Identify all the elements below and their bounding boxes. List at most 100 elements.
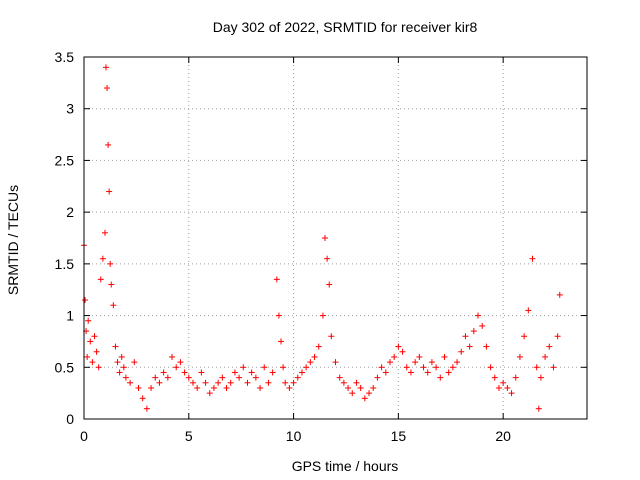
x-tick-label: 20 [495,428,511,444]
data-point [542,353,549,360]
data-point [556,291,563,298]
data-point [516,353,523,360]
x-tick-label: 5 [185,428,193,444]
data-point [261,364,268,371]
data-point [433,364,440,371]
data-point [244,379,251,386]
data-point [554,333,561,340]
data-point [412,359,419,366]
data-point [382,369,389,376]
data-point [278,338,285,345]
y-tick-label: 3 [66,101,74,117]
data-point [106,188,113,195]
data-point [148,384,155,391]
data-point [227,379,234,386]
data-point [475,312,482,319]
data-point [257,384,264,391]
data-point [219,374,226,381]
data-point [194,384,201,391]
data-point [252,374,259,381]
data-point [143,405,150,412]
data-point [169,353,176,360]
data-point [202,379,209,386]
data-point [491,374,498,381]
data-point [156,379,163,386]
data-point [512,374,519,381]
data-point [483,343,490,350]
data-point [311,353,318,360]
data-point [116,369,123,376]
data-point [370,384,377,391]
data-point [454,359,461,366]
data-point [101,229,108,236]
data-point [445,369,452,376]
x-tick-label: 15 [391,428,407,444]
data-point [95,364,102,371]
data-point [345,384,352,391]
data-point [177,359,184,366]
data-point [114,359,121,366]
data-point [139,395,146,402]
data-point [236,374,243,381]
data-point [458,348,465,355]
data-point [391,353,398,360]
data-point [487,364,494,371]
data-point [403,364,410,371]
data-point [89,359,96,366]
data-point [546,343,553,350]
y-tick-label: 2.5 [55,152,75,168]
data-point [82,297,89,304]
data-point [326,281,333,288]
data-point [416,353,423,360]
data-point [231,369,238,376]
data-point [110,302,117,309]
data-point [118,353,125,360]
data-point [315,343,322,350]
data-point [407,369,414,376]
data-point [223,384,230,391]
data-point [525,307,532,314]
data-points [81,64,563,412]
data-point [420,364,427,371]
data-point [108,281,115,288]
data-point [529,255,536,262]
data-point [500,379,507,386]
data-point [152,374,159,381]
data-point [324,255,331,262]
data-point [550,364,557,371]
data-point [386,359,393,366]
x-axis-label: GPS time / hours [292,458,399,474]
data-point [374,374,381,381]
data-point [336,374,343,381]
data-point [466,343,473,350]
data-point [286,384,293,391]
data-point [87,338,94,345]
data-point [437,374,444,381]
axis-ticks: 0 5 10 15 20 0 0.5 1 1.5 2 2.5 3 3.5 [55,49,587,444]
data-point [424,369,431,376]
data-point [303,364,310,371]
data-point [378,364,385,371]
data-point [340,379,347,386]
data-point [206,390,213,397]
data-point [127,379,134,386]
data-point [495,384,502,391]
y-tick-label: 1 [66,308,74,324]
data-point [290,379,297,386]
data-point [332,359,339,366]
data-point [533,364,540,371]
y-tick-label: 0.5 [55,359,75,375]
data-point [470,328,477,335]
y-tick-label: 2 [66,204,74,220]
data-point [85,317,92,324]
data-point [84,353,91,360]
data-point [361,395,368,402]
data-point [135,384,142,391]
data-point [537,374,544,381]
data-point [269,369,276,376]
data-point [535,405,542,412]
x-tick-label: 0 [80,428,88,444]
data-point [273,276,280,283]
data-point [319,312,326,319]
